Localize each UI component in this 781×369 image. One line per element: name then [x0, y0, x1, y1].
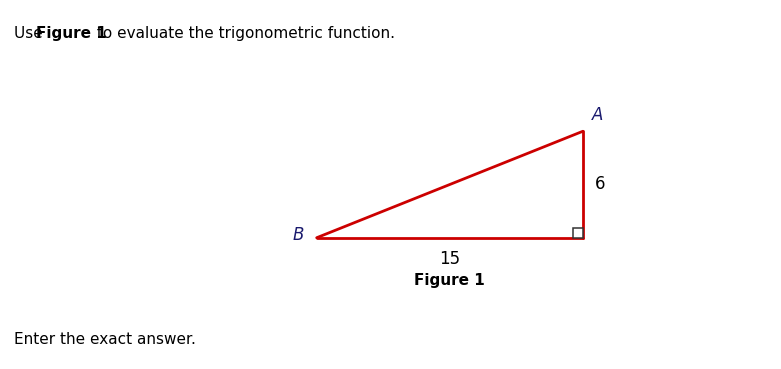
Text: A: A: [592, 106, 603, 124]
Text: 6: 6: [595, 176, 606, 193]
Bar: [573, 228, 583, 238]
Text: 15: 15: [439, 250, 460, 268]
Text: Enter the exact answer.: Enter the exact answer.: [14, 332, 196, 347]
Text: Figure 1: Figure 1: [415, 273, 485, 288]
Text: Figure 1: Figure 1: [36, 26, 107, 41]
Text: to evaluate the trigonometric function.: to evaluate the trigonometric function.: [92, 26, 395, 41]
Text: B: B: [293, 226, 305, 244]
Text: Use: Use: [14, 26, 48, 41]
